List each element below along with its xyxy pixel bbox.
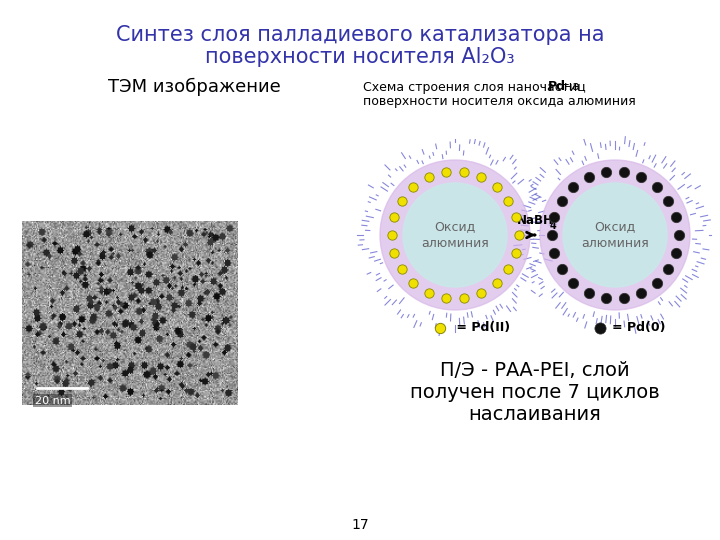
- Text: = Pd(II): = Pd(II): [452, 321, 510, 334]
- Point: [510, 213, 522, 221]
- Point: [583, 173, 595, 181]
- Text: Синтез слоя палладиевого катализатора на: Синтез слоя палладиевого катализатора на: [116, 25, 604, 45]
- Point: [662, 265, 674, 274]
- Text: 17: 17: [351, 518, 369, 532]
- Point: [672, 231, 684, 239]
- Point: [546, 231, 557, 239]
- Point: [556, 265, 567, 274]
- Point: [476, 173, 487, 181]
- Point: [476, 288, 487, 297]
- Circle shape: [563, 183, 667, 287]
- Point: [491, 183, 503, 191]
- Circle shape: [540, 160, 690, 310]
- Point: [556, 197, 567, 205]
- Point: [386, 231, 397, 239]
- Text: = Pd(0): = Pd(0): [612, 321, 665, 334]
- Point: [651, 183, 662, 191]
- Circle shape: [403, 183, 507, 287]
- Point: [440, 294, 451, 302]
- Text: Оксид
алюминия: Оксид алюминия: [421, 220, 489, 250]
- Text: поверхности носителя оксида алюминия: поверхности носителя оксида алюминия: [363, 94, 636, 107]
- Point: [423, 288, 434, 297]
- Point: [440, 168, 451, 177]
- Text: 4: 4: [550, 221, 557, 231]
- Point: [594, 323, 606, 332]
- Point: [651, 279, 662, 287]
- Point: [396, 197, 408, 205]
- Circle shape: [380, 160, 530, 310]
- Point: [434, 323, 446, 332]
- Point: [636, 173, 647, 181]
- Text: Pd: Pd: [548, 80, 566, 93]
- Text: наслаивания: наслаивания: [469, 404, 601, 423]
- Point: [670, 213, 682, 221]
- Point: [600, 294, 612, 302]
- Point: [567, 279, 579, 287]
- Point: [388, 248, 400, 257]
- Point: [396, 265, 408, 274]
- Text: получен после 7 циклов: получен после 7 циклов: [410, 382, 660, 402]
- Point: [549, 248, 560, 257]
- Point: [662, 197, 674, 205]
- Point: [600, 168, 612, 177]
- Point: [510, 248, 522, 257]
- Point: [491, 279, 503, 287]
- Point: [408, 279, 419, 287]
- Point: [618, 294, 630, 302]
- Text: поверхности носителя Al₂O₃: поверхности носителя Al₂O₃: [205, 47, 515, 67]
- Text: 20 nm: 20 nm: [35, 396, 70, 406]
- Point: [549, 213, 560, 221]
- Point: [583, 288, 595, 297]
- Point: [503, 265, 514, 274]
- Point: [567, 183, 579, 191]
- Point: [388, 213, 400, 221]
- Point: [408, 183, 419, 191]
- Point: [513, 231, 524, 239]
- Point: [458, 168, 469, 177]
- Point: [423, 173, 434, 181]
- Text: NaBH: NaBH: [516, 214, 554, 227]
- Text: Схема строения слоя наночастиц: Схема строения слоя наночастиц: [363, 80, 590, 93]
- Text: Оксид
алюминия: Оксид алюминия: [581, 220, 649, 250]
- Point: [670, 248, 682, 257]
- Text: на: на: [560, 80, 580, 93]
- Point: [636, 288, 647, 297]
- Point: [503, 197, 514, 205]
- Point: [458, 294, 469, 302]
- Point: [618, 168, 630, 177]
- Text: ТЭМ изображение: ТЭМ изображение: [108, 78, 281, 96]
- Text: П/Э - РАА-РЕI, слой: П/Э - РАА-РЕI, слой: [440, 361, 630, 380]
